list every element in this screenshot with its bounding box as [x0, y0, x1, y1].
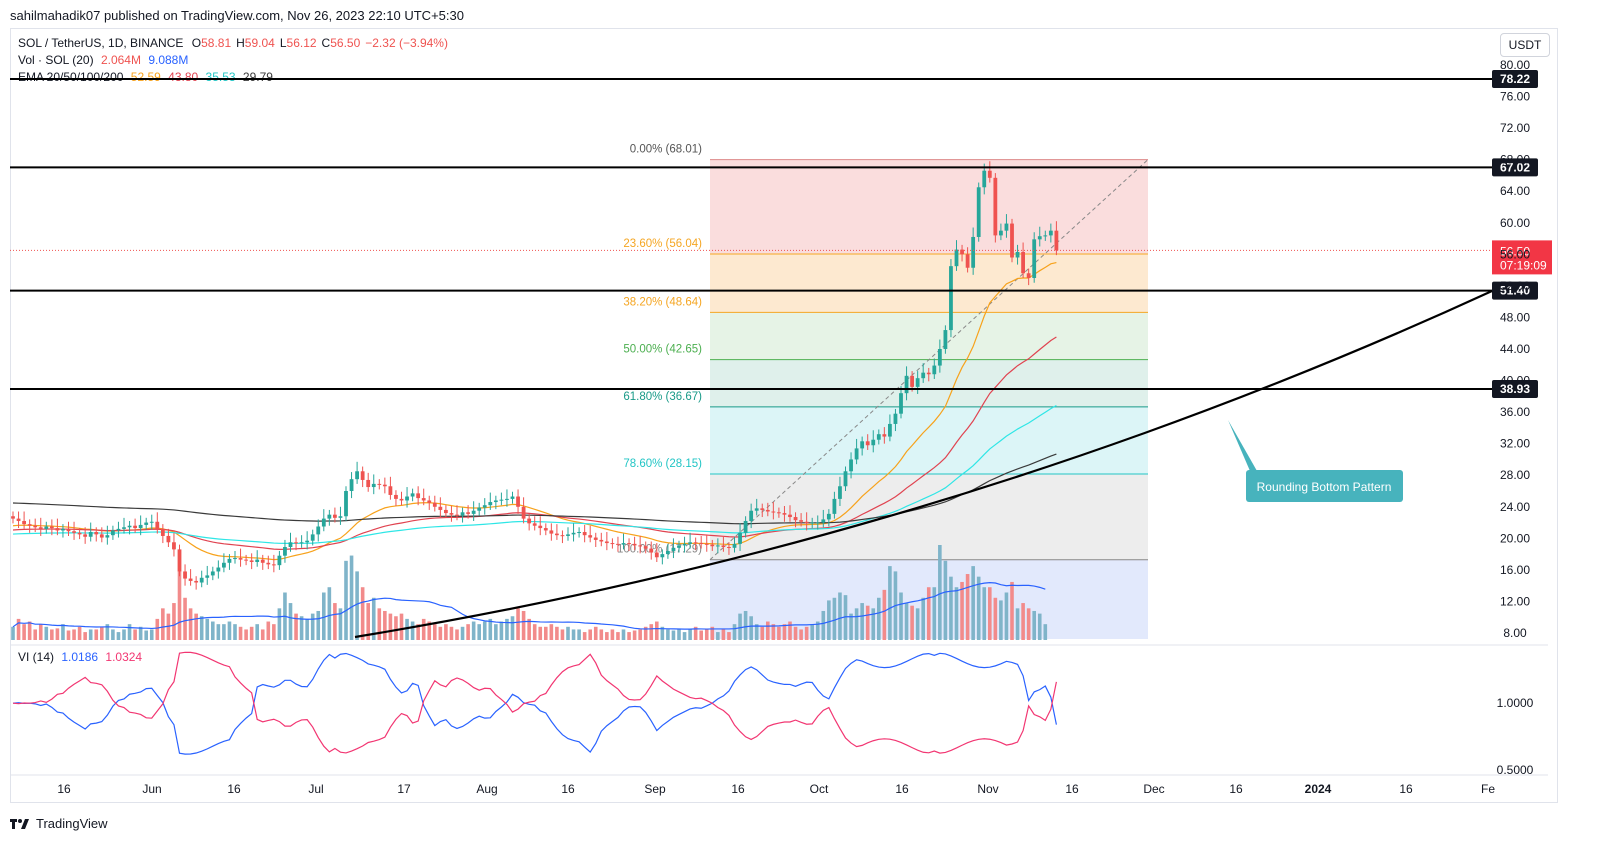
- vi-minus-value: 1.0324: [105, 650, 143, 664]
- publisher-line: sahilmahadik07 published on TradingView.…: [10, 8, 464, 23]
- ema100-value: 35.53: [205, 70, 236, 84]
- ohlc-item: O58.81: [191, 36, 232, 50]
- volume-value: 2.064M: [100, 53, 141, 67]
- legend-ema-row: EMA 20/50/100/200 52.59 43.80 35.53 29.7…: [18, 70, 273, 84]
- ohlc-item: C56.50: [321, 36, 361, 50]
- brand-name: TradingView: [36, 816, 108, 831]
- ohlc-item: L56.12: [279, 36, 317, 50]
- vi-label[interactable]: VI (14): [18, 650, 55, 664]
- ema-label[interactable]: EMA 20/50/100/200: [18, 70, 124, 84]
- volume-label[interactable]: Vol · SOL (20): [18, 53, 94, 67]
- legend-symbol-row: SOL / TetherUS, 1D, BINANCE O58.81 H59.04…: [18, 36, 448, 50]
- ema200-value: 29.79: [242, 70, 273, 84]
- currency-button[interactable]: USDT: [1500, 33, 1550, 57]
- ohlc-item: −2.32 (−3.94%): [365, 36, 448, 50]
- vi-plus-value: 1.0186: [61, 650, 99, 664]
- footer: TradingView: [10, 816, 108, 831]
- legend-vi-row: VI (14) 1.0186 1.0324: [18, 650, 142, 664]
- symbol-label[interactable]: SOL / TetherUS, 1D, BINANCE: [18, 36, 184, 50]
- legend-volume-row: Vol · SOL (20) 2.064M 9.088M: [18, 53, 188, 67]
- ema50-value: 43.80: [168, 70, 199, 84]
- ema20-value: 52.59: [130, 70, 161, 84]
- ohlc-values: O58.81 H59.04 L56.12 C56.50 −2.32 (−3.94%): [187, 36, 448, 50]
- volume-ma-value: 9.088M: [148, 53, 189, 67]
- tradingview-logo-icon: [10, 818, 29, 829]
- ohlc-item: H59.04: [236, 36, 275, 50]
- chart-frame: [10, 28, 1558, 803]
